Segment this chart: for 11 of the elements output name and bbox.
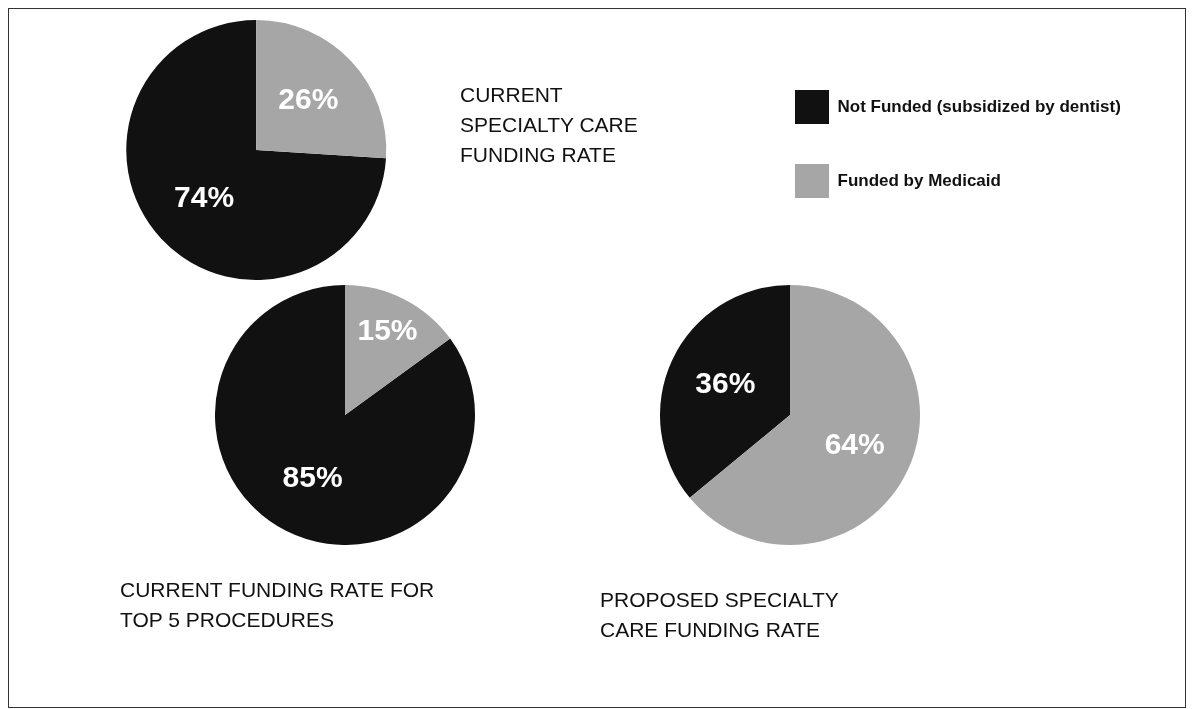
- data-label: 15%: [357, 312, 418, 346]
- text: PROPOSED SPECIALTY CARE FUNDING RATE: [600, 587, 840, 643]
- legend-label: Not Funded (subsidized by dentist): [837, 96, 1121, 116]
- legend-label: Funded by Medicaid: [837, 170, 1001, 190]
- text: CURRENT FUNDING RATE FOR TOP 5 PROCEDURES: [120, 577, 436, 633]
- data-label: 74%: [174, 180, 235, 214]
- data-label: 26%: [278, 82, 339, 116]
- data-label: 64%: [824, 426, 885, 460]
- data-label: 36%: [695, 365, 756, 399]
- text: CURRENT SPECIALTY CARE FUNDING RATE: [460, 82, 639, 168]
- data-label: 85%: [282, 459, 343, 493]
